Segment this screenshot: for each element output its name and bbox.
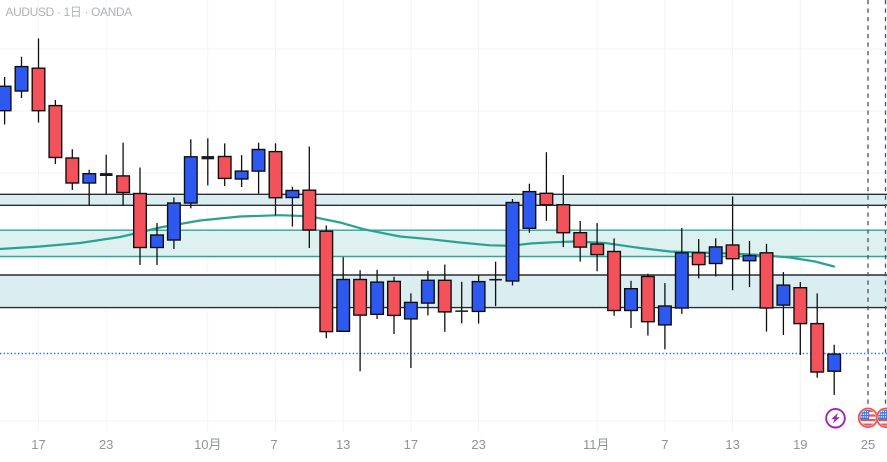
- svg-text:17: 17: [404, 437, 418, 452]
- svg-text:7: 7: [661, 437, 668, 452]
- svg-text:7: 7: [270, 437, 277, 452]
- svg-text:11月: 11月: [583, 437, 610, 452]
- svg-text:AUDUSD · 1日 · OANDA: AUDUSD · 1日 · OANDA: [6, 5, 133, 19]
- svg-text:10月: 10月: [194, 437, 221, 452]
- svg-text:13: 13: [725, 437, 739, 452]
- svg-text:23: 23: [471, 437, 485, 452]
- svg-text:19: 19: [793, 437, 807, 452]
- svg-text:13: 13: [336, 437, 350, 452]
- svg-text:17: 17: [31, 437, 45, 452]
- svg-text:23: 23: [99, 437, 113, 452]
- svg-text:25: 25: [861, 437, 875, 452]
